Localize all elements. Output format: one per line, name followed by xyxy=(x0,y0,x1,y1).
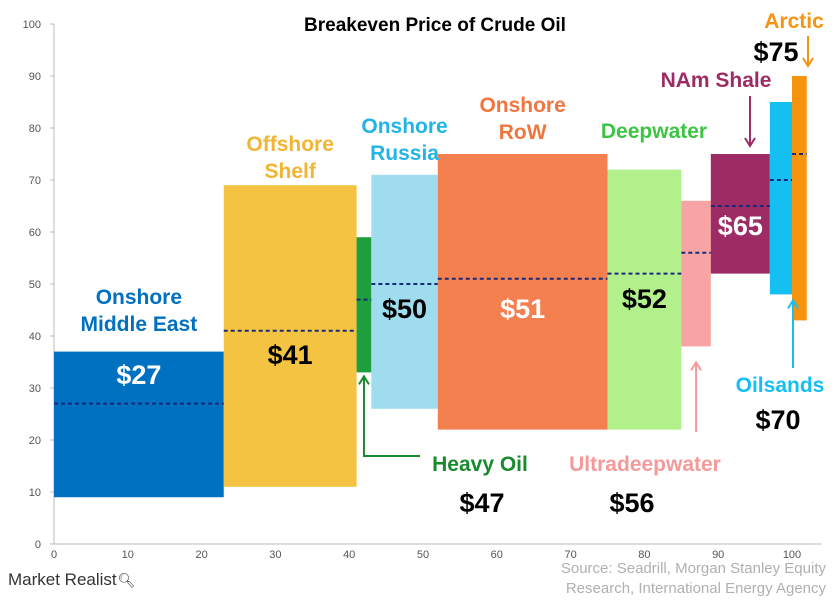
x-tick-label: 80 xyxy=(638,549,650,561)
x-tick-label: 100 xyxy=(783,549,801,561)
x-tick-label: 50 xyxy=(417,549,429,561)
arctic-arrowhead xyxy=(802,57,814,68)
x-tick-label: 10 xyxy=(122,549,134,561)
y-tick-label: 80 xyxy=(29,123,41,135)
label-oilsands: Oilsands xyxy=(736,374,825,397)
label-nam-shale: NAm Shale xyxy=(661,69,772,92)
x-tick-label: 70 xyxy=(564,549,576,561)
x-tick-label: 90 xyxy=(712,549,724,561)
segment-bars xyxy=(54,76,807,498)
x-tick-label: 0 xyxy=(51,549,57,561)
y-tick-label: 60 xyxy=(29,227,41,239)
price-ultradeepwater: $56 xyxy=(609,488,654,518)
price-deepwater: $52 xyxy=(622,284,667,314)
source-note: Source: Seadrill, Morgan Stanley Equity … xyxy=(526,559,826,599)
chart-title: Breakeven Price of Crude Oil xyxy=(304,15,566,36)
price-labels: $27 $41 $47 $50 $51 $52 $56 $65 $70 $75 xyxy=(116,37,800,518)
price-onshore-row: $51 xyxy=(500,294,545,324)
brand-logo: Market Realist🔍︎ xyxy=(8,570,135,590)
label-onshore-row: Onshore RoW xyxy=(479,94,565,144)
y-tick-label: 50 xyxy=(29,279,41,291)
source-line-1: Source: Seadrill, Morgan Stanley Equity xyxy=(560,560,826,577)
label-deepwater: Deepwater xyxy=(601,120,707,143)
y-tick-label: 100 xyxy=(23,19,41,31)
bar-onshore-row xyxy=(437,154,608,430)
label-ultradeepwater: Ultradeepwater xyxy=(569,453,721,476)
price-onshore-middle-east: $27 xyxy=(116,360,161,390)
magnifier-icon: 🔍︎ xyxy=(117,572,136,588)
y-tick-label: 90 xyxy=(29,71,41,83)
bar-oilsands xyxy=(769,102,792,295)
y-tick-label: 70 xyxy=(29,175,41,187)
x-tick-label: 30 xyxy=(269,549,281,561)
source-line-2: Research, International Energy Agency xyxy=(565,580,826,597)
y-tick-label: 0 xyxy=(35,539,41,551)
heavy-oil-arrow xyxy=(362,376,420,457)
y-tick-label: 30 xyxy=(29,383,41,395)
nam-shale-arrowhead xyxy=(744,137,756,148)
callout-arrows xyxy=(358,36,814,457)
heavy-oil-arrowhead xyxy=(358,374,370,385)
segment-labels: Onshore Middle East Offshore Shelf Heavy Oil… xyxy=(81,10,825,476)
price-heavy-oil: $47 xyxy=(459,488,504,518)
bar-deepwater xyxy=(607,169,682,430)
oilsands-arrowhead xyxy=(787,298,799,309)
price-nam-shale: $65 xyxy=(718,211,763,241)
bar-heavy-oil xyxy=(356,237,372,373)
price-offshore-shelf: $41 xyxy=(268,340,313,370)
price-arctic: $75 xyxy=(753,37,798,67)
label-heavy-oil: Heavy Oil xyxy=(432,453,528,476)
bar-onshore-russia xyxy=(371,174,438,409)
label-arctic: Arctic xyxy=(764,10,824,33)
brand-name: Market Realist xyxy=(8,570,117,589)
x-tick-label: 40 xyxy=(343,549,355,561)
breakeven-lines xyxy=(54,153,807,405)
bar-ultradeepwater xyxy=(681,200,711,347)
price-oilsands: $70 xyxy=(755,405,800,435)
x-tick-label: 20 xyxy=(195,549,207,561)
bar-onshore-middle-east xyxy=(54,351,224,498)
ultradeepwater-arrowhead xyxy=(690,360,702,371)
y-tick-label: 10 xyxy=(29,487,41,499)
label-onshore-russia: Onshore Russia xyxy=(361,115,447,165)
price-onshore-russia: $50 xyxy=(382,294,427,324)
bar-offshore-shelf xyxy=(223,185,357,487)
bar-arctic xyxy=(792,76,807,321)
x-tick-label: 60 xyxy=(491,549,503,561)
label-offshore-shelf: Offshore Shelf xyxy=(246,133,334,183)
y-axis-ticks: 0 10 20 30 40 50 60 70 80 90 100 xyxy=(23,19,54,551)
bar-nam-shale xyxy=(710,154,770,274)
y-tick-label: 40 xyxy=(29,331,41,343)
x-axis-ticks: 0 10 20 30 40 50 60 70 80 90 100 xyxy=(51,549,801,561)
label-onshore-middle-east: Onshore Middle East xyxy=(81,286,198,336)
y-tick-label: 20 xyxy=(29,435,41,447)
